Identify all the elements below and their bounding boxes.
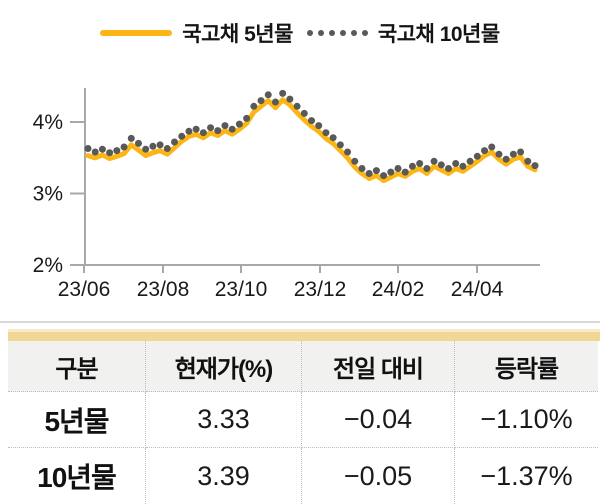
legend-item-10yr: 국고채 10년물 bbox=[306, 18, 500, 48]
bond-yield-chart: 4% 3% 2% 23/06 23/08 23/10 23/12 24/02 24/04 국고채… bbox=[0, 18, 600, 301]
svg-text:4%: 4% bbox=[33, 111, 63, 134]
svg-text:23/12: 23/12 bbox=[294, 278, 347, 301]
svg-text:2%: 2% bbox=[33, 254, 63, 277]
chart-plot-area: 4% 3% 2%23/06 23/08 23/10 23/12 24/02 24/04 bbox=[33, 88, 540, 301]
table-grid: 구분 현재가(%) 전일 대비 등락률 5년물 3.33 −0.04 −1.10… bbox=[8, 341, 598, 504]
table-cell-5yr-pct: −1.10% bbox=[455, 392, 598, 448]
dotted-line-swatch bbox=[306, 30, 368, 36]
svg-text:24/04: 24/04 bbox=[451, 278, 504, 301]
table-cell-10yr-change: −0.05 bbox=[302, 448, 455, 504]
svg-text:24/02: 24/02 bbox=[372, 278, 425, 301]
legend-label-10yr: 국고채 10년물 bbox=[377, 23, 500, 46]
table-cell-10yr-label: 10년물 bbox=[8, 448, 146, 504]
legend-dot bbox=[317, 30, 324, 36]
table-header-current: 현재가(%) bbox=[146, 341, 302, 392]
table-header-category: 구분 bbox=[8, 341, 146, 392]
svg-text:23/06: 23/06 bbox=[58, 278, 111, 301]
table-cell-10yr-pct: −1.37% bbox=[480, 460, 573, 491]
table-accent-band bbox=[8, 329, 600, 341]
solid-line-swatch bbox=[100, 30, 173, 36]
table-cell-5yr-label: 5년물 bbox=[8, 392, 146, 448]
table-cell-5yr-change: −0.04 bbox=[302, 392, 455, 448]
table-header-pct: 등락률 bbox=[455, 341, 598, 392]
chart-legend: 국고채 5년물 국고채 10년물 bbox=[0, 18, 600, 48]
table-top-rule bbox=[0, 321, 600, 323]
svg-text:3%: 3% bbox=[33, 183, 63, 206]
legend-dot bbox=[350, 30, 357, 36]
legend-item-5yr: 국고채 5년물 bbox=[100, 18, 293, 48]
table-cell-10yr-current: 3.39 bbox=[146, 448, 302, 504]
bond-summary-table: 구분 현재가(%) 전일 대비 등락률 5년물 3.33 −0.04 −1.10… bbox=[0, 320, 600, 504]
table-cell-5yr-current: 3.33 bbox=[146, 392, 302, 448]
svg-text:23/10: 23/10 bbox=[215, 278, 268, 301]
legend-dot bbox=[361, 30, 368, 36]
svg-text:23/08: 23/08 bbox=[137, 278, 190, 301]
legend-dot bbox=[328, 30, 335, 36]
legend-label-5yr: 국고채 5년물 bbox=[182, 23, 293, 46]
legend-dot bbox=[339, 30, 346, 36]
table-header-change: 전일 대비 bbox=[302, 341, 455, 392]
legend-dot bbox=[306, 30, 313, 36]
